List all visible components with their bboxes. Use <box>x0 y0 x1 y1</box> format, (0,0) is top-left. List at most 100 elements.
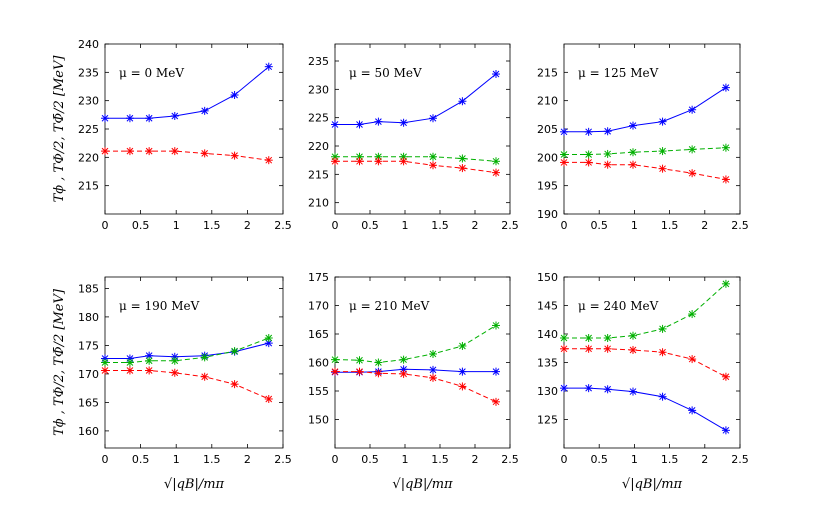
data-point <box>688 406 697 415</box>
x-tick-label: 2.5 <box>501 219 519 232</box>
data-point <box>658 164 667 173</box>
y-tick-label: 175 <box>308 271 329 284</box>
data-point <box>584 158 593 167</box>
y-tick-label: 185 <box>78 282 99 295</box>
series-3 <box>101 366 273 403</box>
x-tick-label: 2.5 <box>731 453 749 466</box>
y-tick-label: 195 <box>537 180 558 193</box>
data-point <box>584 150 593 159</box>
data-point <box>331 120 339 129</box>
y-tick-label: 170 <box>308 300 329 313</box>
data-point <box>688 169 697 178</box>
data-point <box>331 367 339 376</box>
data-point <box>125 114 134 123</box>
data-point <box>688 310 697 319</box>
data-point <box>628 160 637 169</box>
data-point <box>560 150 568 159</box>
data-point <box>658 392 667 401</box>
data-point <box>170 356 179 365</box>
data-point <box>721 279 730 288</box>
series-2 <box>560 279 730 342</box>
x-tick-label: 0 <box>332 219 339 232</box>
data-point <box>658 117 667 126</box>
x-tick-label: 0 <box>102 219 109 232</box>
data-point <box>429 114 437 123</box>
data-point <box>200 372 209 381</box>
x-tick-label: 0.5 <box>590 219 608 232</box>
data-point <box>399 157 408 166</box>
y-tick-label: 210 <box>537 95 558 108</box>
data-point <box>264 62 273 71</box>
panel-3: 0 0.5 1 1.5 2 2.5 190 195 200 205 210 215 μ = 125 Me… <box>537 43 749 232</box>
x-tick-label: 1.5 <box>203 219 221 232</box>
data-point <box>458 164 467 173</box>
x-tick-label: 2 <box>701 219 708 232</box>
data-point <box>200 353 209 362</box>
x-tick-label: 1.5 <box>661 453 679 466</box>
data-point <box>628 148 637 157</box>
x-tick-label: 0.5 <box>590 453 608 466</box>
series-3 <box>560 158 730 184</box>
x-tick-label: 1.5 <box>661 219 679 232</box>
y-tick-label: 225 <box>308 112 329 125</box>
data-point <box>721 175 730 184</box>
data-point <box>688 355 697 364</box>
x-axis-label: √|qB|/mπ <box>164 477 225 492</box>
data-point <box>603 344 612 353</box>
data-point <box>170 147 179 156</box>
y-tick-label: 235 <box>308 55 329 68</box>
data-point <box>628 387 637 396</box>
y-axis-label: Tϕ , TΦ/2, TΦ̄/2 [MeV] <box>52 288 67 436</box>
series-line <box>335 73 497 125</box>
y-tick-label: 215 <box>78 180 99 193</box>
data-point <box>688 105 697 114</box>
mu-annotation: μ = 210 MeV <box>349 299 430 313</box>
y-tick-label: 180 <box>78 311 99 324</box>
x-tick-label: 2.5 <box>731 219 749 232</box>
y-tick-label: 240 <box>78 38 99 51</box>
y-tick-label: 145 <box>537 300 558 313</box>
x-tick-label: 2.5 <box>274 219 292 232</box>
y-tick-label: 235 <box>78 66 99 79</box>
x-tick-label: 0.5 <box>361 453 379 466</box>
x-axis-label: √|qB|/mπ <box>392 477 453 492</box>
data-point <box>721 143 730 152</box>
y-tick-label: 215 <box>537 66 558 79</box>
x-tick-label: 1.5 <box>431 453 449 466</box>
x-tick-label: 0.5 <box>361 219 379 232</box>
data-point <box>603 333 612 342</box>
x-tick-label: 2 <box>244 219 251 232</box>
data-point <box>584 384 593 393</box>
mu-annotation: μ = 190 MeV <box>119 299 200 313</box>
data-point <box>331 355 339 364</box>
data-point <box>458 367 467 376</box>
data-point <box>492 367 500 376</box>
x-tick-label: 1.5 <box>203 453 221 466</box>
data-point <box>264 333 273 342</box>
x-tick-label: 2.5 <box>274 453 292 466</box>
data-point <box>560 333 568 342</box>
y-tick-label: 155 <box>308 385 329 398</box>
data-point <box>230 91 239 99</box>
x-tick-label: 0 <box>332 453 339 466</box>
y-tick-label: 150 <box>537 271 558 284</box>
x-tick-label: 0.5 <box>132 453 150 466</box>
data-point <box>101 358 109 367</box>
data-point <box>374 369 383 378</box>
y-tick-label: 125 <box>537 414 558 427</box>
mu-annotation: μ = 0 MeV <box>119 66 184 80</box>
data-point <box>603 127 612 136</box>
data-point <box>560 127 568 136</box>
y-tick-label: 230 <box>78 95 99 108</box>
data-point <box>603 160 612 169</box>
y-tick-label: 210 <box>308 197 329 210</box>
x-tick-label: 0.5 <box>132 219 150 232</box>
data-point <box>584 333 593 342</box>
y-tick-label: 135 <box>537 357 558 370</box>
data-point <box>264 156 273 165</box>
data-point <box>230 151 239 160</box>
panel-4: 0 0.5 1 1.5 2 2.5 160 165 170 175 180 185 μ = 190 Me… <box>52 276 292 492</box>
y-tick-label: 130 <box>537 385 558 398</box>
data-point <box>628 345 637 354</box>
data-point <box>492 157 500 166</box>
